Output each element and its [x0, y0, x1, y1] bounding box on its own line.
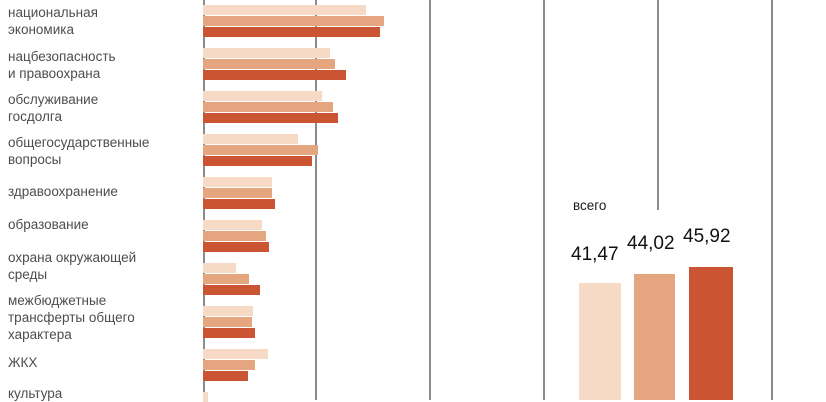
category-label: образование: [8, 217, 89, 232]
bar-segment: [203, 371, 248, 381]
category-label: культура: [8, 386, 63, 401]
bar-segment: [203, 242, 269, 252]
gridline-4: [657, 0, 659, 210]
bar-segment: [203, 263, 236, 273]
bar-segment: [203, 48, 330, 58]
bar-segment: [203, 134, 298, 144]
bar-segment: [203, 349, 268, 359]
bar-segment: [203, 91, 322, 101]
gridline-3: [543, 0, 545, 400]
category-label: общегосударственные вопросы: [8, 135, 150, 167]
bar-segment: [203, 27, 380, 37]
bar-segment: [203, 231, 266, 241]
bar-segment: [203, 306, 253, 316]
bar-segment: [203, 113, 338, 123]
category-label: здравоохранение: [8, 184, 118, 199]
bar-segment: [203, 145, 318, 155]
bar-segment: [203, 274, 249, 284]
bar-segment: [203, 59, 335, 69]
bar-segment: [203, 16, 384, 26]
category-label: охрана окружающей среды: [8, 250, 137, 282]
category-label: ЖКХ: [8, 355, 38, 370]
total-value-label: 41,47: [571, 244, 619, 265]
total-bar: [689, 267, 733, 400]
total-bar: [634, 274, 675, 400]
category-label: межбюджетные трансферты общего характера: [8, 293, 135, 342]
bar-segment: [203, 5, 366, 15]
bar-segment: [203, 177, 272, 187]
category-label: национальная экономика: [8, 5, 98, 37]
category-label: обслуживание госдолга: [8, 92, 99, 124]
total-value-label: 44,02: [627, 233, 675, 254]
total-value-label: 45,92: [683, 226, 731, 247]
bar-segment: [203, 199, 275, 209]
bar-segment: [203, 102, 333, 112]
bar-segment: [203, 188, 272, 198]
bar-segment: [203, 220, 262, 230]
bar-segment: [203, 360, 255, 370]
bar-segment: [203, 392, 208, 402]
bar-segment: [203, 156, 312, 166]
gridline-5: [771, 0, 773, 400]
bar-segment: [203, 317, 252, 327]
bar-segment: [203, 285, 260, 295]
bar-segment: [203, 70, 346, 80]
gridline-2: [429, 0, 431, 400]
bar-segment: [203, 328, 255, 338]
gridline-1: [315, 0, 317, 400]
totals-caption: всего: [573, 198, 607, 213]
total-bar: [579, 283, 621, 400]
category-label: нацбезопасность и правоохрана: [8, 49, 116, 81]
